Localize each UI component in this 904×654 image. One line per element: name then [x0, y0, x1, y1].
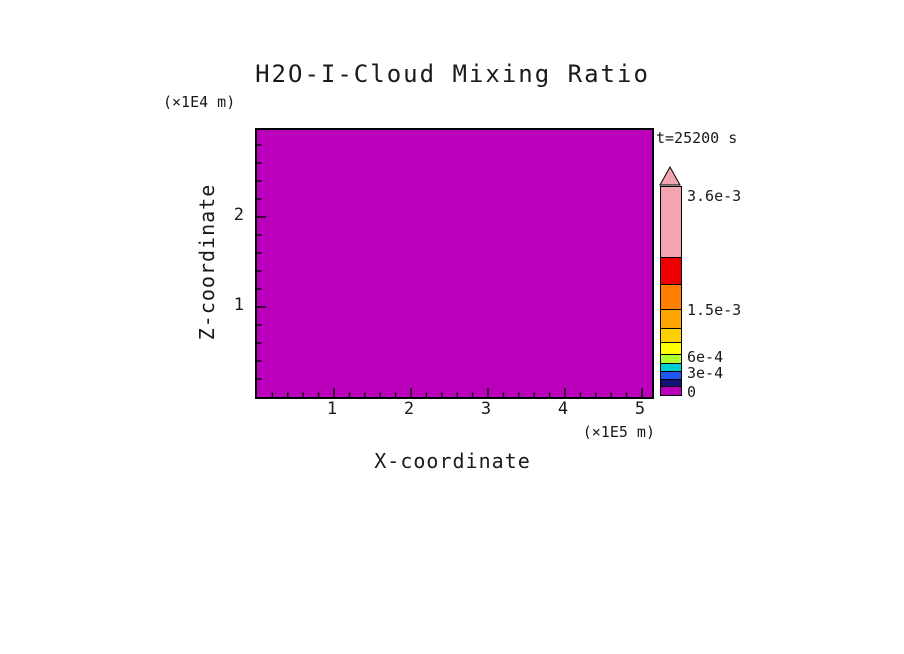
colorbar-level-label: 0: [687, 383, 697, 401]
y-axis-unit: (×1E4 m): [163, 93, 236, 111]
colorbar-level-label: 1.5e-3: [687, 301, 742, 319]
colorbar-segment: [661, 386, 681, 395]
plot-area: [255, 128, 654, 399]
colorbar-segment: [661, 363, 681, 371]
x-tick-label: 3: [480, 399, 492, 419]
colorbar-level-label: 3.6e-3: [687, 187, 742, 205]
axis-ticks: [257, 144, 643, 397]
colorbar-arrow-icon: [659, 166, 681, 186]
x-axis-unit: (×1E5 m): [582, 423, 655, 441]
colorbar-segment: [661, 257, 681, 284]
colorbar-segment: [661, 354, 681, 363]
colorbar-level-label: 3e-4: [687, 364, 724, 382]
colorbar-segment: [661, 284, 681, 309]
time-annotation: t=25200 s: [656, 129, 738, 147]
x-tick-label: 2: [403, 399, 415, 419]
colorbar-segment: [661, 187, 681, 257]
colorbar: [660, 186, 682, 396]
y-tick-label: 2: [233, 205, 244, 225]
x-tick-label: 1: [326, 399, 338, 419]
colorbar-segment: [661, 328, 681, 342]
x-axis-label: X-coordinate: [374, 449, 531, 473]
colorbar-segment: [661, 371, 681, 379]
colorbar-segment: [661, 309, 681, 328]
y-tick-label: 1: [233, 295, 244, 315]
x-tick-label: 5: [634, 399, 646, 419]
x-tick-labels: 1 2 3 4 5: [255, 399, 650, 421]
colorbar-segment: [661, 379, 681, 386]
colorbar-segment: [661, 342, 681, 354]
colorbar-level-label: 6e-4: [687, 348, 724, 366]
x-tick-label: 4: [557, 399, 569, 419]
chart-title: H2O-I-Cloud Mixing Ratio: [255, 60, 650, 88]
